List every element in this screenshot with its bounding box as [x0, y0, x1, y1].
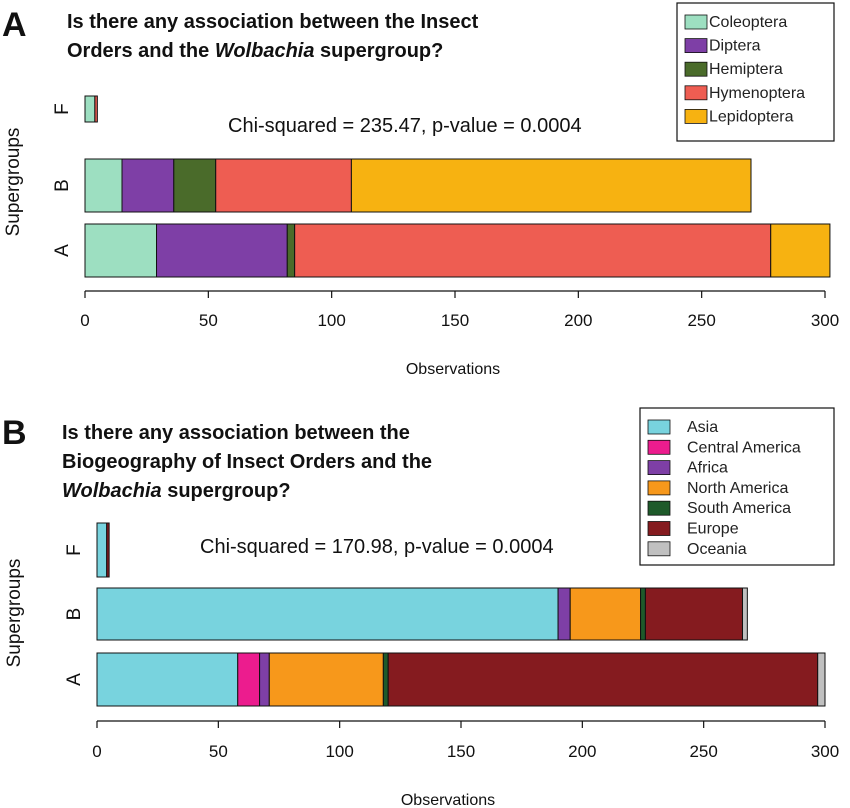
category-label: F — [52, 103, 73, 115]
category-label: F — [64, 544, 85, 556]
x-tick-label: 0 — [92, 742, 101, 761]
title-part: supergroup? — [162, 480, 291, 502]
legend-entry-label: South America — [687, 500, 791, 517]
x-axis-label: Observations — [406, 361, 500, 378]
x-tick-label: 300 — [811, 742, 839, 761]
legend-swatch — [684, 61, 708, 77]
bar-segment-a-africa — [259, 652, 270, 707]
y-axis-label: Supergroups — [3, 128, 24, 237]
bar-segment-a-asia — [96, 652, 239, 707]
x-tick-label: 200 — [564, 311, 592, 330]
x-tick-label: 250 — [687, 311, 715, 330]
bar-segment-b-hemiptera — [173, 158, 217, 213]
legend-entry-label: Central America — [687, 439, 801, 456]
bar-segment-a-diptera — [156, 223, 288, 278]
x-tick-label: 100 — [317, 311, 345, 330]
bar-segment-a-coleoptera — [84, 223, 158, 278]
legend-swatch — [647, 500, 671, 516]
legend-swatch — [684, 109, 708, 124]
category-label: A — [64, 673, 85, 686]
legend-swatch — [647, 460, 671, 476]
legend-entry-label: Asia — [687, 419, 718, 436]
bar-segment-b-coleoptera — [84, 158, 123, 213]
bar-segment-b-europe — [644, 587, 743, 641]
title-part: Biogeography of Insect Orders and the — [62, 451, 432, 473]
legend-entry-label: Lepidoptera — [709, 108, 794, 125]
x-tick-label: 250 — [689, 742, 717, 761]
legend-box — [639, 407, 835, 566]
legend: Asia Central America Africa North America So… — [639, 407, 835, 566]
x-tick-label: 150 — [441, 311, 469, 330]
category-label: A — [52, 244, 73, 257]
title-part: Wolbachia — [62, 480, 162, 502]
legend-swatch — [647, 480, 671, 496]
bar-segment-b-africa — [557, 587, 571, 641]
legend-swatch — [647, 419, 671, 435]
bar-segment-b-diptera — [121, 158, 175, 213]
legend-swatch — [684, 85, 708, 101]
bar-segment-f-coleoptera — [84, 95, 96, 123]
bar-segment-b-asia — [96, 587, 559, 641]
x-tick-label: 0 — [80, 311, 89, 330]
bar-segment-a-europe — [387, 652, 819, 707]
legend-swatch — [647, 439, 671, 455]
category-label: B — [64, 608, 85, 621]
category-label: B — [52, 179, 73, 192]
chi-squared-annotation: Chi-squared = 170.98, p-value = 0.0004 — [200, 536, 554, 558]
legend-swatch — [647, 541, 671, 557]
x-axis-label: Observations — [401, 792, 495, 808]
x-tick-label: 200 — [568, 742, 596, 761]
legend-swatch — [647, 521, 671, 536]
legend-entry-label: Coleoptera — [709, 14, 787, 31]
panel-a: A Is there any association between the In… — [2, 2, 839, 378]
bar-segment-a-hemiptera — [286, 223, 296, 278]
x-tick-label: 50 — [199, 311, 218, 330]
legend-entry-label: Oceania — [687, 541, 747, 558]
chart-title: Is there any association between the Ins… — [67, 11, 479, 62]
title-part: Wolbachia — [215, 40, 315, 62]
x-tick-label: 150 — [447, 742, 475, 761]
legend: Coleoptera Diptera Hemiptera Hymenoptera Lep… — [676, 2, 835, 142]
legend-swatch — [684, 14, 708, 30]
bar-segment-b-oceania — [741, 587, 748, 641]
panel-letter: B — [2, 414, 27, 452]
legend-entry-label: Europe — [687, 521, 739, 538]
x-tick-label: 50 — [209, 742, 228, 761]
y-axis-label: Supergroups — [4, 559, 25, 668]
bar-segment-a-hymenoptera — [294, 223, 772, 278]
bar-segment-b-south-america — [640, 587, 646, 641]
legend-entry-label: Hemiptera — [709, 61, 783, 78]
legend-swatch — [684, 38, 708, 53]
bar-segment-f-asia — [96, 522, 108, 578]
bar-segment-b-hymenoptera — [215, 158, 352, 213]
x-tick-label: 300 — [811, 311, 839, 330]
title-part: supergroup? — [314, 40, 443, 62]
bar-segment-b-lepidoptera — [350, 158, 752, 213]
panel-b: B Is there any association between the Bio… — [2, 407, 839, 808]
bar-segment-f-europe — [106, 522, 110, 578]
bar-segment-a-south-america — [382, 652, 389, 707]
title-part: Is there any association between the — [62, 422, 410, 444]
legend-entry-label: North America — [687, 480, 788, 497]
title-part: Orders and the — [67, 40, 215, 62]
chart-title: Is there any association between the Biog… — [62, 422, 432, 502]
bar-segment-a-north-america — [268, 652, 384, 707]
chi-squared-annotation: Chi-squared = 235.47, p-value = 0.0004 — [228, 115, 582, 137]
panel-letter: A — [2, 6, 27, 44]
bar-segment-b-north-america — [569, 587, 642, 641]
legend-entry-label: Africa — [687, 460, 728, 477]
bar-segment-a-central-america — [237, 652, 261, 707]
bar-segment-f-hymenoptera — [94, 95, 98, 123]
legend-entry-label: Diptera — [709, 38, 761, 55]
legend-entry-label: Hymenoptera — [709, 85, 805, 102]
bar-segment-a-oceania — [817, 652, 826, 707]
bar-segment-a-lepidoptera — [770, 223, 831, 278]
title-part: Is there any association between the Ins… — [67, 11, 479, 33]
x-tick-label: 100 — [325, 742, 353, 761]
